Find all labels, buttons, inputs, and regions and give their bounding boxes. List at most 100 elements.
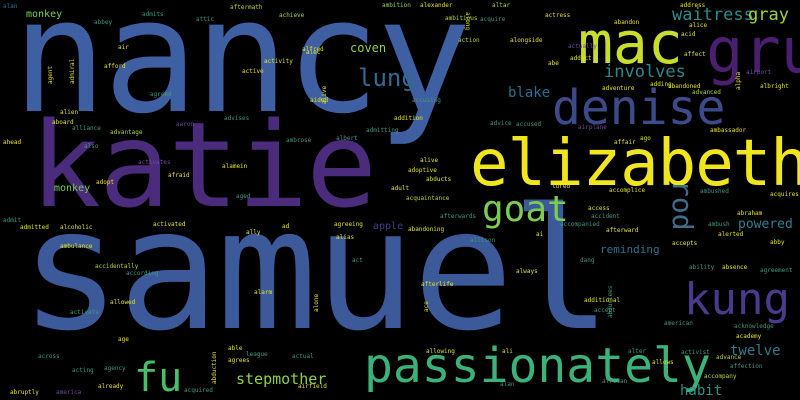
word-accidentally: accidentally xyxy=(95,263,139,270)
word-passionately: passionately xyxy=(364,338,711,394)
word-acting: acting xyxy=(72,367,94,374)
word-admiral-vertical: admiral xyxy=(69,58,76,84)
word-mac: mac xyxy=(578,9,683,77)
word-league: league xyxy=(246,351,268,358)
word-alcoholic: alcoholic xyxy=(60,224,93,231)
word-habit: habit xyxy=(680,383,723,399)
word-afterward: afterward xyxy=(606,227,639,234)
word-alec: alec xyxy=(306,49,321,56)
word-airplane: airplane xyxy=(578,124,607,131)
word-lung: lung xyxy=(358,64,416,92)
word-alias: alias xyxy=(336,234,355,241)
word-african: african xyxy=(602,378,628,385)
word-abe: abe xyxy=(548,60,559,67)
word-admits: admits xyxy=(142,11,164,18)
word-actual: actual xyxy=(292,353,314,360)
word-agreeing: agreeing xyxy=(334,221,363,228)
word-along-vertical: along xyxy=(464,12,471,31)
word-adventure: adventure xyxy=(602,85,635,92)
word-activated: activated xyxy=(153,221,186,228)
word-aided: aided xyxy=(310,97,329,104)
word-addict: addict xyxy=(570,55,592,62)
word-alongside: alongside xyxy=(510,37,543,44)
word-ad: ad xyxy=(282,223,290,230)
word-aftermath: aftermath xyxy=(230,4,263,11)
word-advantage: advantage xyxy=(110,129,143,136)
word-accusing: accusing xyxy=(412,97,441,104)
word-additional: additional xyxy=(584,297,621,304)
word-aged: aged xyxy=(236,193,251,200)
word-air: air xyxy=(118,44,129,51)
word-act: act xyxy=(352,257,363,264)
word-agent-vertical: agent xyxy=(47,65,54,84)
word-advance: advance xyxy=(716,354,742,361)
word-already: already xyxy=(98,383,124,390)
word-allows: allows xyxy=(652,359,674,366)
word-goat: goat xyxy=(482,189,569,230)
word-afterwards: afterwards xyxy=(440,213,477,220)
word-ambushed: ambushed xyxy=(700,188,729,195)
word-monkey: monkey xyxy=(26,9,63,20)
word-achieve: achieve xyxy=(279,12,305,19)
word-accused: accused xyxy=(516,121,542,128)
word-acquire: acquire xyxy=(480,16,506,23)
word-agreed: agreed xyxy=(150,91,172,98)
word-alfred: alfred xyxy=(302,46,324,53)
word-adult: adult xyxy=(391,185,410,192)
word-powered: powered xyxy=(738,217,793,232)
word-aaron: aaron xyxy=(176,121,195,128)
word-allison: allison xyxy=(470,237,496,244)
word-agency: agency xyxy=(104,365,126,372)
word-action: action xyxy=(458,37,480,44)
word-ally: ally xyxy=(246,229,261,236)
word-ai: ai xyxy=(536,231,544,238)
word-ambition-vertical: alpha xyxy=(735,71,742,90)
word-admitted: admitted xyxy=(20,224,49,231)
word-academy: academy xyxy=(736,333,762,340)
word-ambrose: ambrose xyxy=(286,137,312,144)
word-actually: actually xyxy=(568,43,597,50)
word-kung: kung xyxy=(684,274,790,325)
word-katie: katie xyxy=(30,96,377,234)
word-acid: acid xyxy=(681,31,696,38)
word-twelve: twelve xyxy=(730,343,781,359)
word-aboard: aboard xyxy=(52,119,74,126)
word-abandoned: abandoned xyxy=(668,83,701,90)
word-agreement: agreement xyxy=(760,267,793,274)
word-alone-vertical: alone xyxy=(313,293,320,312)
word-abruptly: abruptly xyxy=(10,389,39,396)
word-activist: activist xyxy=(681,349,710,356)
word-alarm: alarm xyxy=(254,289,273,296)
word-gru: gru xyxy=(706,14,800,87)
word-alerted: alerted xyxy=(718,231,744,238)
word-absence: absence xyxy=(722,264,748,271)
word-blake: blake xyxy=(508,85,551,101)
word-acquired: acquired xyxy=(184,387,213,394)
word-involves: involves xyxy=(604,62,686,82)
word-lured: lured xyxy=(552,183,571,190)
word-afford: afford xyxy=(104,63,126,70)
word-attic: attic xyxy=(196,16,215,23)
word-ambitious: ambitious xyxy=(445,15,478,22)
word-american: american xyxy=(664,320,693,327)
word-adopt: adopt xyxy=(96,179,115,186)
word-abduction-vertical: abduction xyxy=(211,351,218,384)
word-address: address xyxy=(680,2,706,9)
word-dang: dang xyxy=(580,257,595,264)
word-ability: ability xyxy=(689,264,715,271)
word-acknowledge: acknowledge xyxy=(734,323,774,330)
word-accept: accept xyxy=(594,307,616,314)
word-alien: alien xyxy=(60,109,79,116)
word-addition: addition xyxy=(394,115,423,122)
word-advice: advice xyxy=(490,120,512,127)
word-active: active xyxy=(242,68,264,75)
word-stepmother: stepmother xyxy=(236,370,327,388)
word-adding: adding xyxy=(650,81,672,88)
word-activates: activates xyxy=(138,159,171,166)
word-accompany: accompany xyxy=(704,373,737,380)
word-fu: fu xyxy=(134,355,183,400)
word-ambition: ambition xyxy=(382,2,411,9)
word-ace-vertical: ace xyxy=(423,301,430,312)
word-access: access xyxy=(588,205,610,212)
word-alive: alive xyxy=(420,157,439,164)
